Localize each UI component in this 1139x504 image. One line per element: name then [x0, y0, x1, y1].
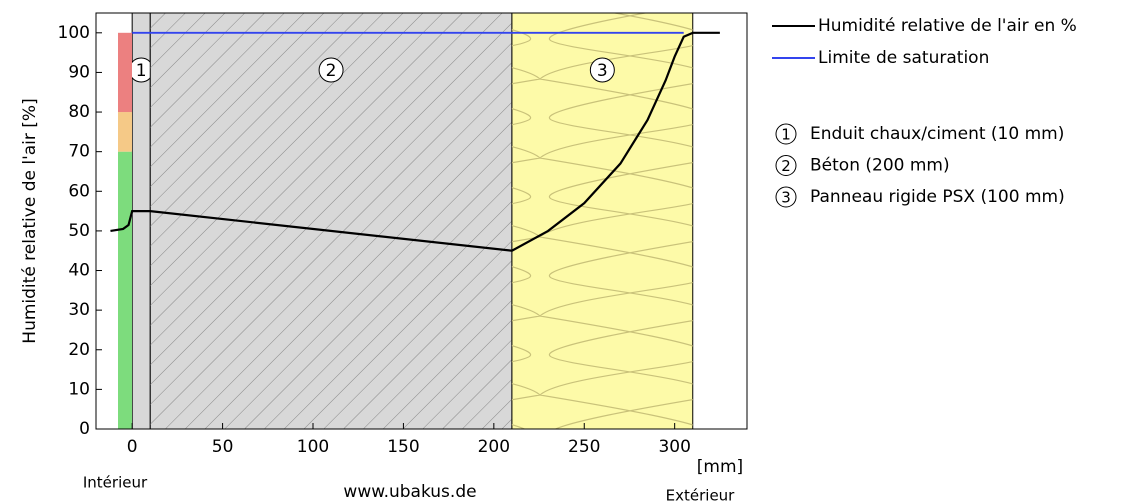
layer-badge [318, 57, 344, 83]
y-tick-label: 40 [68, 261, 90, 281]
x-tick-label: 250 [568, 437, 600, 457]
legend-number: 3 [781, 189, 791, 207]
layer-number: 1 [136, 61, 147, 81]
y-tick-label: 10 [68, 379, 90, 399]
y-tick-label: 70 [68, 142, 90, 162]
y-tick-label: 90 [68, 62, 90, 82]
y-tick-label: 100 [58, 23, 90, 43]
y-tick-label: 30 [68, 300, 90, 320]
data-line [110, 31, 720, 252]
x-tick-label: 200 [478, 437, 510, 457]
layer-badge [589, 57, 615, 83]
x-tick-label: 0 [127, 437, 138, 457]
legend-label: Limite de saturation [818, 48, 989, 68]
source-label: www.ubakus.de [343, 482, 476, 502]
legend-badge [775, 155, 797, 176]
y-tick-label: 20 [68, 340, 90, 360]
comfort-zone [118, 151, 132, 429]
comfort-zone [118, 32, 132, 113]
interior-label: Intérieur [83, 474, 148, 492]
x-tick-label: 300 [658, 437, 690, 457]
y-tick-label: 0 [79, 419, 90, 439]
exterior-label: Extérieur [666, 487, 736, 504]
x-tick-label: 100 [297, 437, 329, 457]
y-tick-label: 60 [68, 181, 90, 201]
legend-number: 2 [781, 157, 791, 175]
legend-layer-label: Enduit chaux/ciment (10 mm) [810, 124, 1064, 144]
layer-number: 2 [326, 61, 337, 81]
x-axis-unit: [mm] [697, 457, 743, 477]
legend-number: 1 [781, 126, 791, 144]
legend-badge [775, 186, 797, 208]
y-tick-label: 50 [68, 221, 90, 241]
y-axis-label: Humidité relative de l'air [%] [20, 98, 40, 343]
layer-number: 3 [597, 61, 608, 81]
legend-layer-label: Panneau rigide PSX (100 mm) [810, 187, 1065, 207]
legend-layer-label: Béton (200 mm) [810, 156, 950, 176]
x-tick-label: 50 [212, 437, 234, 457]
y-tick-label: 80 [68, 102, 90, 122]
x-tick-label: 150 [387, 437, 419, 457]
legend-label: Humidité relative de l'air en % [818, 16, 1077, 36]
axes-frame [95, 12, 748, 430]
legend-badge [775, 123, 797, 145]
comfort-zone [118, 112, 132, 152]
